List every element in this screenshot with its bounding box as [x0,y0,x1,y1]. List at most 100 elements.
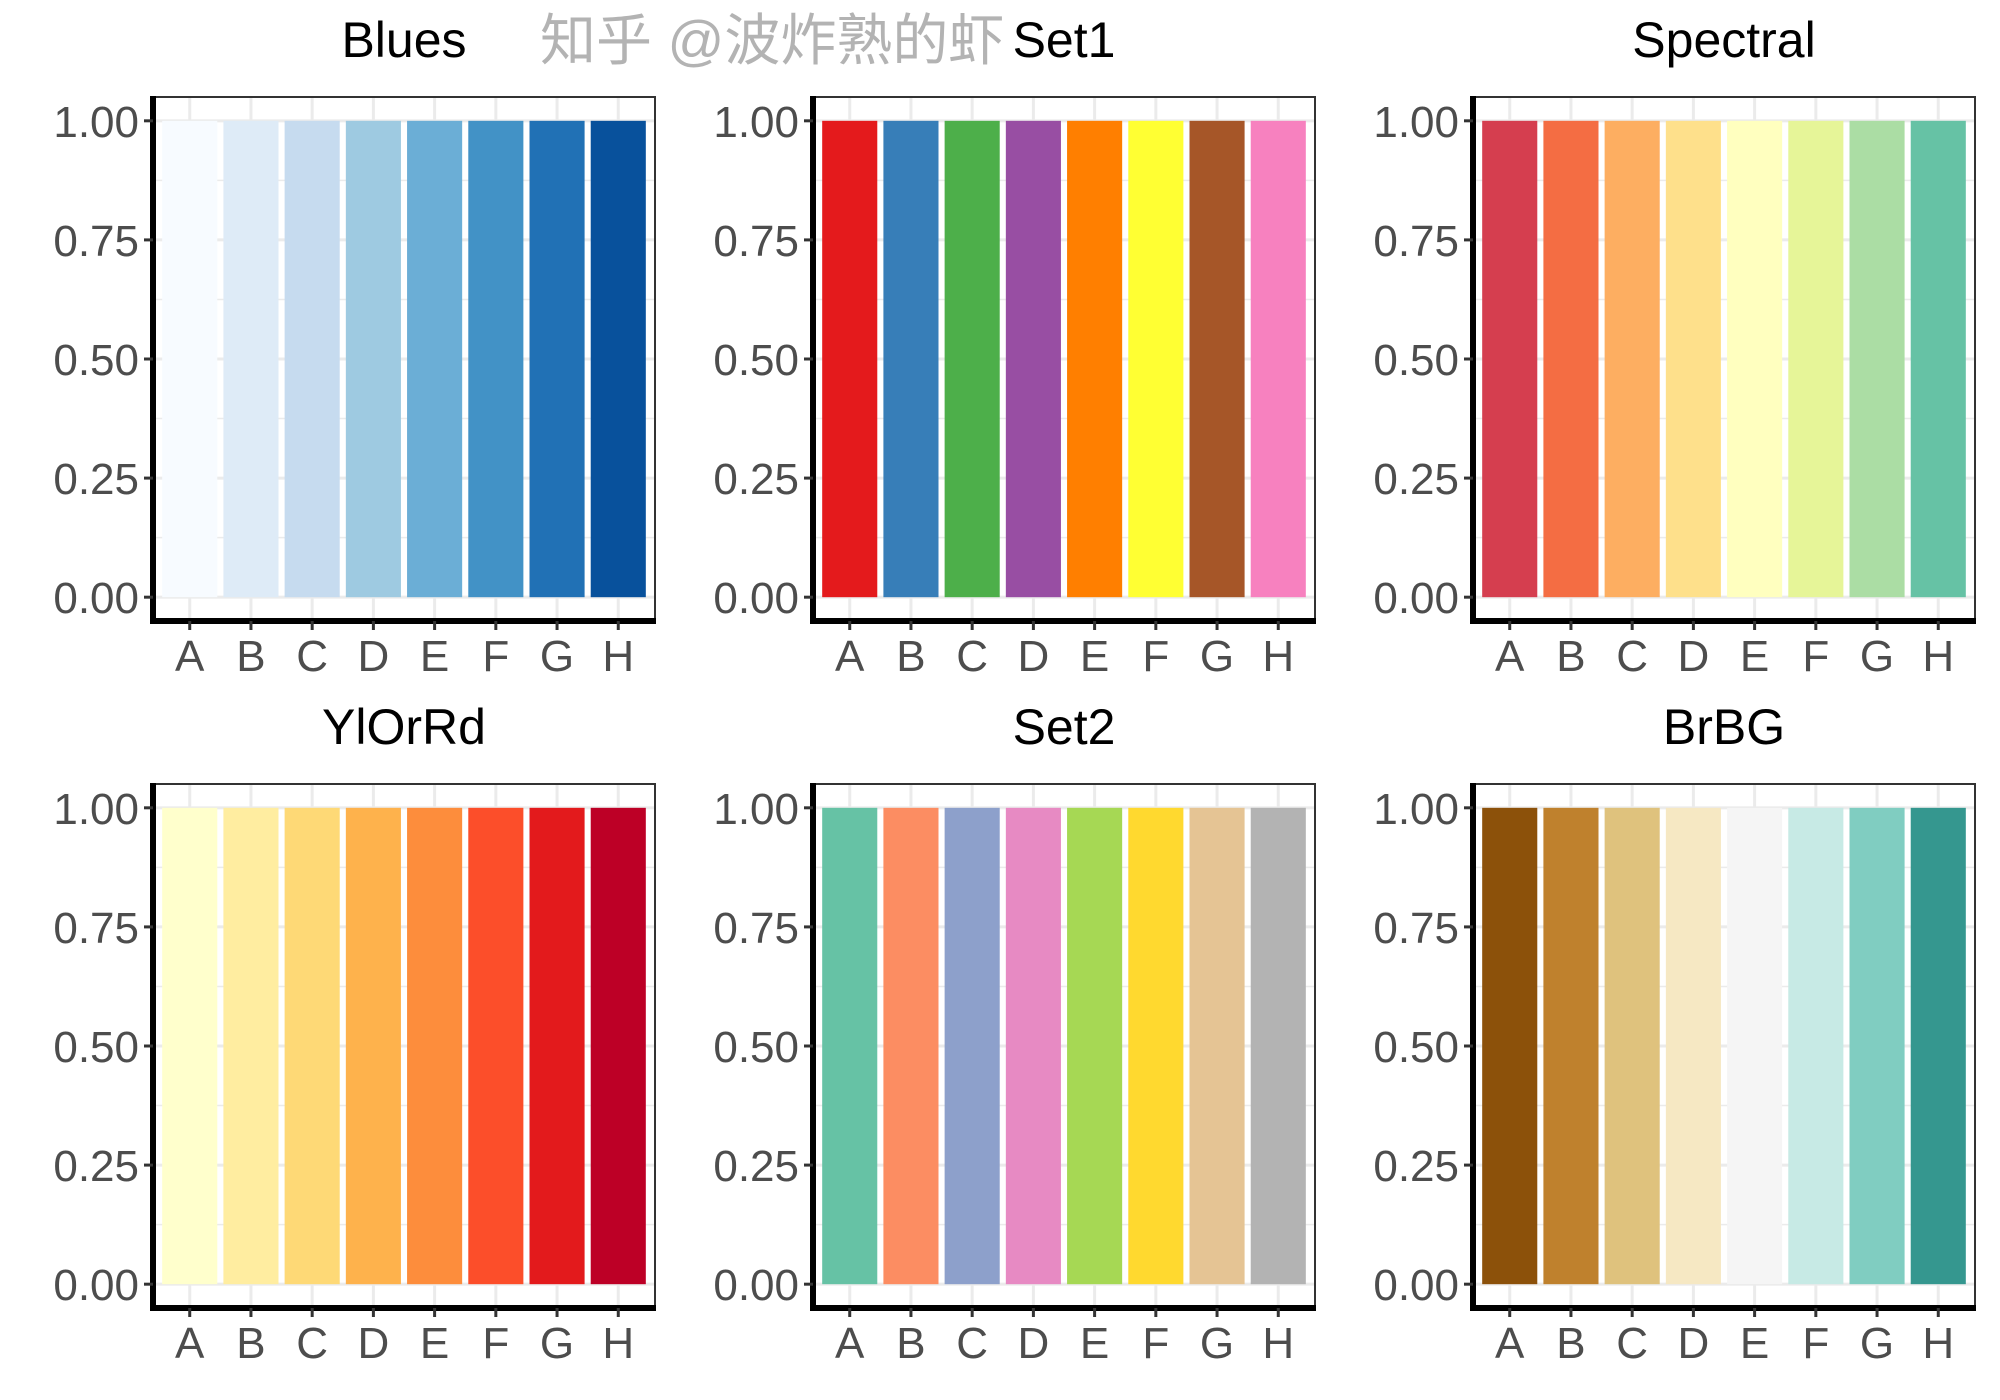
y-tick-label: 0.00 [1373,1261,1459,1310]
bar-F [468,120,524,598]
x-tick-label: E [1080,632,1109,681]
bar-E [1067,120,1123,598]
bar-A [1482,807,1538,1285]
x-tick-label: E [420,1319,449,1368]
facet-title: Spectral [1632,12,1815,68]
bar-D [345,120,401,598]
y-tick-label: 0.75 [53,217,139,266]
x-tick-label: G [1200,1319,1234,1368]
bar-A [162,120,218,598]
facet-title: Blues [341,12,466,68]
watermark: 知乎 @波炸熟的虾 [540,9,1004,72]
y-tick-label: 0.75 [713,904,799,953]
x-tick-label: G [1860,632,1894,681]
x-tick-label: F [1802,1319,1829,1368]
bar-H [1910,120,1966,598]
bar-G [529,807,585,1285]
bar-B [883,120,939,598]
bar-E [1067,807,1123,1285]
x-tick-label: D [1677,632,1709,681]
bar-B [1543,807,1599,1285]
x-tick-label: D [1677,1319,1709,1368]
bar-C [944,807,1000,1285]
facet-title: Set1 [1013,12,1116,68]
y-tick-label: 0.00 [53,1261,139,1310]
x-tick-label: C [1616,632,1648,681]
y-tick-label: 0.75 [53,904,139,953]
x-tick-label: B [236,1319,265,1368]
x-tick-label: E [420,632,449,681]
bar-C [284,120,340,598]
x-tick-label: D [1017,1319,1049,1368]
x-tick-label: C [1616,1319,1648,1368]
bar-A [822,807,878,1285]
y-tick-label: 0.25 [713,455,799,504]
y-tick-label: 0.50 [713,336,799,385]
x-tick-label: A [1495,632,1525,681]
bar-B [223,120,279,598]
x-tick-label: H [1922,1319,1954,1368]
bar-F [1128,807,1184,1285]
facet-title: YlOrRd [322,699,486,755]
bar-B [223,807,279,1285]
x-tick-label: F [1142,1319,1169,1368]
bar-G [529,120,585,598]
y-tick-label: 0.25 [713,1142,799,1191]
bar-G [1189,120,1245,598]
bar-C [944,120,1000,598]
bar-D [1005,120,1061,598]
bar-C [1604,120,1660,598]
facet-brbg: BrBG 0.00 0.25 0.50 0.75 1.00 A B C D E F G H [1373,699,1976,1368]
bar-E [407,120,463,598]
bar-E [407,807,463,1285]
x-tick-label: B [236,632,265,681]
y-tick-label: 0.50 [53,1023,139,1072]
x-tick-label: B [1556,632,1585,681]
bar-E [1727,807,1783,1285]
x-tick-label: G [540,1319,574,1368]
bar-A [822,120,878,598]
bar-A [1482,120,1538,598]
x-tick-label: A [835,1319,865,1368]
x-tick-label: C [296,632,328,681]
x-tick-label: D [357,632,389,681]
bar-D [1665,807,1721,1285]
x-tick-label: E [1740,1319,1769,1368]
x-tick-label: G [540,632,574,681]
x-tick-label: A [175,1319,205,1368]
y-tick-label: 0.50 [1373,1023,1459,1072]
y-tick-label: 0.25 [53,455,139,504]
x-tick-label: G [1860,1319,1894,1368]
y-tick-label: 0.00 [1373,574,1459,623]
y-tick-label: 0.75 [713,217,799,266]
y-tick-label: 0.25 [1373,455,1459,504]
y-tick-label: 0.00 [713,1261,799,1310]
y-tick-label: 0.25 [53,1142,139,1191]
y-tick-label: 1.00 [1373,98,1459,147]
bar-D [1665,120,1721,598]
facet-title: Set2 [1013,699,1116,755]
x-tick-label: A [1495,1319,1525,1368]
x-tick-label: H [602,1319,634,1368]
y-tick-label: 1.00 [713,785,799,834]
facet-title: BrBG [1663,699,1785,755]
x-tick-label: B [896,632,925,681]
x-tick-label: H [1262,632,1294,681]
bar-D [345,807,401,1285]
bar-F [468,807,524,1285]
bar-E [1727,120,1783,598]
facet-spectral: Spectral 0.00 0.25 0.50 0.75 1.00 A B C D E F G H [1373,12,1976,681]
y-tick-label: 0.50 [1373,336,1459,385]
x-tick-label: A [175,632,205,681]
x-tick-label: B [1556,1319,1585,1368]
bar-C [284,807,340,1285]
x-tick-label: G [1200,632,1234,681]
y-tick-label: 0.75 [1373,904,1459,953]
y-tick-label: 1.00 [713,98,799,147]
y-tick-label: 0.75 [1373,217,1459,266]
x-tick-label: F [1802,632,1829,681]
bar-H [1910,807,1966,1285]
bar-H [1250,807,1306,1285]
facet-set1: Set1 0.00 0.25 0.50 0.75 1.00 A B C D E F G H [713,12,1316,681]
bar-G [1849,120,1905,598]
